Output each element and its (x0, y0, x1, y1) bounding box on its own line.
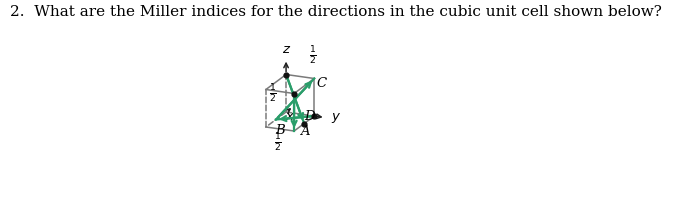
Text: $\frac{1}{2}$: $\frac{1}{2}$ (309, 45, 317, 67)
Text: B: B (275, 123, 285, 136)
Text: $y$: $y$ (331, 110, 342, 124)
Text: $\frac{1}{2}$: $\frac{1}{2}$ (274, 131, 281, 153)
Text: A: A (300, 125, 309, 138)
Text: 2.  What are the Miller indices for the directions in the cubic unit cell shown : 2. What are the Miller indices for the d… (10, 5, 663, 19)
Text: $x$: $x$ (285, 110, 296, 123)
Text: $z$: $z$ (282, 43, 292, 55)
Text: $\frac{1}{2}$: $\frac{1}{2}$ (269, 83, 277, 105)
Text: D: D (304, 109, 314, 122)
Text: C: C (316, 77, 326, 90)
